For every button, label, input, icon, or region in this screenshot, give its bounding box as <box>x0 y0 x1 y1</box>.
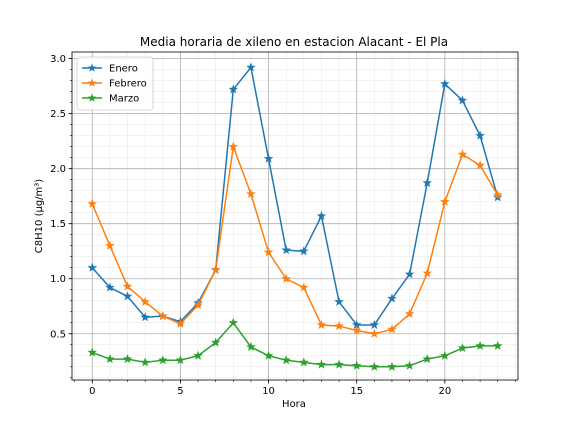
ticks: 0 5 10 15 20 0.5 1.0 1.5 2.0 2.5 3.0 <box>50 54 516 397</box>
data-point-febrero <box>157 311 168 321</box>
legend-label-marzo: Marzo <box>109 94 139 105</box>
data-point-febrero <box>351 325 362 335</box>
data-point-marzo <box>369 361 380 371</box>
legend-marker-enero <box>87 63 97 72</box>
legend-label-febrero: Febrero <box>109 79 147 90</box>
data-point-febrero <box>210 264 221 275</box>
x-tick-label: 0 <box>89 386 95 397</box>
y-tick-label: 1.0 <box>50 274 66 285</box>
data-point-febrero <box>246 188 256 199</box>
y-axis-label: C8H10 (µg/m³) <box>34 179 45 253</box>
legend-marker-febrero <box>87 78 97 87</box>
data-point-febrero <box>316 319 327 330</box>
y-tick-label: 3.0 <box>50 54 66 65</box>
axes-frame <box>71 51 519 381</box>
x-axis-label: Hora <box>282 399 306 410</box>
data-point-enero <box>475 130 485 140</box>
data-point-enero <box>404 269 415 279</box>
data-point-marzo <box>105 354 115 364</box>
data-point-febrero <box>440 196 450 206</box>
data-point-febrero <box>87 198 98 208</box>
data-point-enero <box>316 210 327 221</box>
data-point-febrero <box>422 268 433 278</box>
y-tick-label: 0.5 <box>50 329 66 340</box>
data-point-enero <box>369 319 380 330</box>
y-tick-label: 1.5 <box>50 219 66 230</box>
legend: Enero Febrero Marzo <box>76 56 154 111</box>
data-point-marzo <box>263 350 274 360</box>
data-point-febrero <box>193 300 203 310</box>
data-point-enero <box>263 153 274 163</box>
data-point-marzo <box>440 350 450 360</box>
data-point-enero <box>122 291 133 301</box>
data-point-enero <box>105 282 115 292</box>
data-point-enero <box>440 78 450 88</box>
data-point-marzo <box>122 354 133 364</box>
data-point-febrero <box>175 318 186 328</box>
x-tick-label: 5 <box>177 386 183 397</box>
y-tick-label: 2.0 <box>50 164 66 175</box>
data-point-marzo <box>175 355 186 365</box>
data-point-febrero <box>105 240 115 250</box>
data-point-febrero <box>475 160 485 170</box>
data-point-marzo <box>387 361 397 371</box>
data-point-marzo <box>316 359 327 369</box>
series-layer <box>87 62 503 371</box>
data-point-marzo <box>228 317 239 327</box>
data-point-enero <box>246 62 256 72</box>
data-point-marzo <box>299 357 309 367</box>
legend-label-enero: Enero <box>109 64 138 75</box>
data-point-enero <box>334 296 344 306</box>
data-point-marzo <box>334 359 344 369</box>
data-point-marzo <box>351 360 362 370</box>
plot-area-frame <box>71 51 519 381</box>
major-grid <box>72 52 518 380</box>
data-point-marzo <box>87 347 98 357</box>
data-point-febrero <box>457 149 468 159</box>
data-point-enero <box>387 293 397 303</box>
data-point-febrero <box>263 247 274 257</box>
x-tick-label: 15 <box>350 386 363 397</box>
data-point-febrero <box>387 324 397 334</box>
x-tick-label: 10 <box>262 386 275 397</box>
data-point-febrero <box>369 328 380 338</box>
data-point-enero <box>87 262 98 272</box>
data-point-enero <box>299 246 309 256</box>
data-point-marzo <box>246 341 256 352</box>
data-point-febrero <box>404 308 415 319</box>
series-line-enero <box>91 66 499 326</box>
x-tick-label: 20 <box>438 386 451 397</box>
data-point-enero <box>422 177 433 188</box>
data-point-enero <box>281 245 291 255</box>
data-point-marzo <box>140 357 150 367</box>
data-point-enero <box>457 95 468 105</box>
data-point-enero <box>228 84 239 94</box>
data-point-febrero <box>228 141 239 151</box>
data-point-marzo <box>210 337 221 347</box>
data-point-marzo <box>193 350 203 360</box>
legend-marker-marzo <box>87 93 97 102</box>
data-point-febrero <box>299 282 309 292</box>
data-point-febrero <box>492 190 503 200</box>
data-point-febrero <box>122 281 133 291</box>
data-point-marzo <box>422 354 433 364</box>
series-line-febrero <box>91 145 499 335</box>
y-tick-label: 2.5 <box>50 109 66 120</box>
data-point-marzo <box>475 340 485 350</box>
data-point-marzo <box>281 355 291 365</box>
data-point-marzo <box>457 343 468 353</box>
data-point-enero <box>140 312 150 322</box>
data-point-febrero <box>140 296 150 306</box>
data-point-febrero <box>281 273 291 283</box>
data-point-marzo <box>157 355 168 365</box>
data-point-marzo <box>492 340 503 350</box>
data-point-febrero <box>334 321 344 331</box>
data-point-marzo <box>404 360 415 370</box>
chart-title: Media horaria de xileno en estacion Alac… <box>140 35 448 49</box>
